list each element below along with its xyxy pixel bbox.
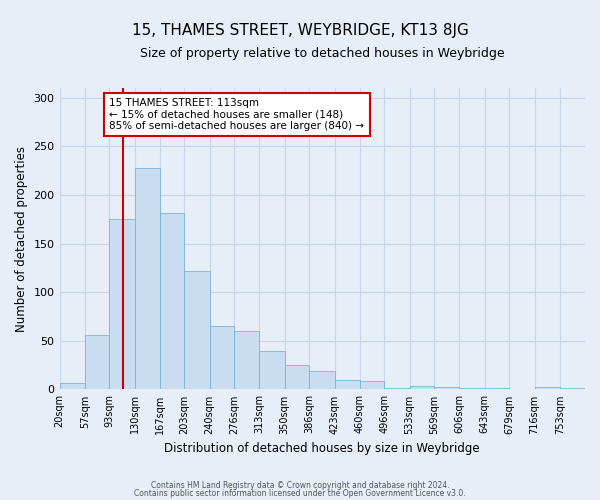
Bar bbox=[209, 326, 234, 390]
Text: Contains HM Land Registry data © Crown copyright and database right 2024.: Contains HM Land Registry data © Crown c… bbox=[151, 480, 449, 490]
Bar bbox=[85, 335, 109, 390]
Bar bbox=[59, 382, 85, 390]
X-axis label: Distribution of detached houses by size in Weybridge: Distribution of detached houses by size … bbox=[164, 442, 480, 455]
Bar bbox=[535, 388, 560, 390]
Bar bbox=[485, 388, 509, 390]
Bar bbox=[259, 350, 285, 390]
Bar bbox=[160, 214, 184, 390]
Bar bbox=[109, 220, 134, 390]
Bar bbox=[460, 388, 485, 390]
Title: Size of property relative to detached houses in Weybridge: Size of property relative to detached ho… bbox=[140, 48, 505, 60]
Bar bbox=[434, 386, 460, 390]
Bar bbox=[410, 386, 434, 390]
Bar bbox=[385, 388, 410, 390]
Y-axis label: Number of detached properties: Number of detached properties bbox=[15, 146, 28, 332]
Bar bbox=[184, 271, 209, 390]
Text: Contains public sector information licensed under the Open Government Licence v3: Contains public sector information licen… bbox=[134, 489, 466, 498]
Text: 15 THAMES STREET: 113sqm
← 15% of detached houses are smaller (148)
85% of semi-: 15 THAMES STREET: 113sqm ← 15% of detach… bbox=[109, 98, 364, 131]
Bar bbox=[134, 168, 160, 390]
Bar bbox=[360, 380, 385, 390]
Text: 15, THAMES STREET, WEYBRIDGE, KT13 8JG: 15, THAMES STREET, WEYBRIDGE, KT13 8JG bbox=[131, 22, 469, 38]
Bar bbox=[310, 371, 335, 390]
Bar bbox=[285, 365, 310, 390]
Bar bbox=[234, 331, 259, 390]
Bar bbox=[335, 380, 360, 390]
Bar bbox=[560, 388, 585, 390]
